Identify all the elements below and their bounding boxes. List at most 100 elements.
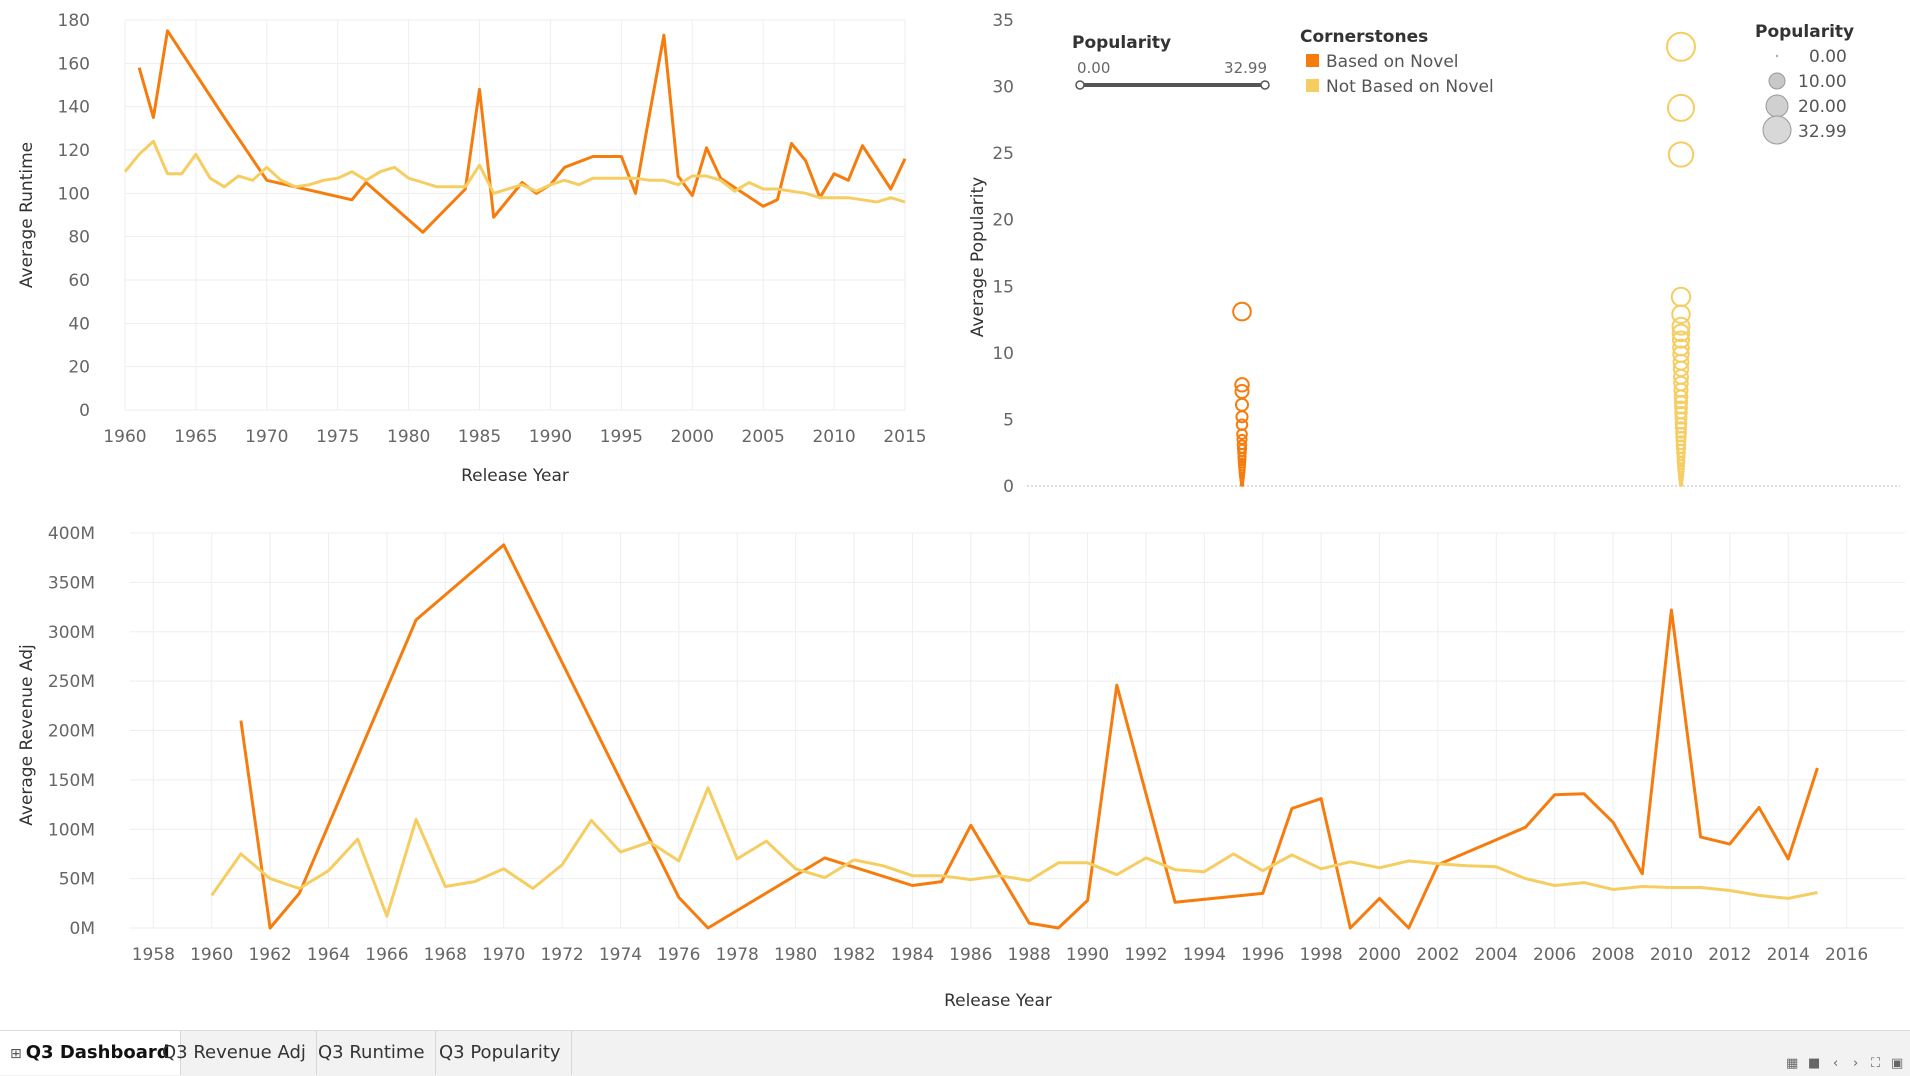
- size-legend-title: Popularity: [1755, 22, 1854, 42]
- popularity-point-novel: [1237, 452, 1247, 462]
- popularity-point-novel: [1232, 301, 1252, 322]
- revenue-x-tick-label: 1974: [599, 945, 642, 965]
- revenue-x-tick-label: 2002: [1416, 945, 1459, 965]
- popularity-point-not-novel: [1677, 473, 1685, 480]
- revenue-y-tick-label: 0M: [70, 919, 95, 939]
- size-legend-mark-2: [1765, 94, 1789, 118]
- popularity-point-not-novel: [1667, 141, 1695, 168]
- popularity-point-not-novel: [1673, 389, 1689, 405]
- size-legend-label-2: 20.00: [1798, 97, 1847, 117]
- grid-view-icon[interactable]: ▦: [1786, 1056, 1799, 1071]
- revenue-y-tick-label: 250M: [48, 672, 95, 692]
- runtime-x-tick-label: 1985: [458, 427, 501, 447]
- revenue-x-tick-label: 1994: [1183, 945, 1226, 965]
- tab-q3-runtime[interactable]: Q3 Runtime: [308, 1031, 436, 1075]
- slider-min-handle[interactable]: [1075, 80, 1085, 90]
- slider-min-label: 0.00: [1077, 59, 1110, 77]
- revenue-x-tick-label: 1986: [949, 945, 992, 965]
- sheet-tab-bar: ⊞ Q3 Dashboard Q3 Revenue Adj Q3 Runtime …: [0, 1030, 1910, 1076]
- popularity-scatter-chart: 0 5 10 15 20 25 30 35 Average Popularity Popula…: [968, 11, 1900, 497]
- runtime-series-line-novel: [137, 29, 907, 234]
- runtime-x-tick-label: 1995: [600, 427, 643, 447]
- revenue-series-line-not-novel: [210, 786, 1818, 918]
- popularity-point-not-novel: [1676, 456, 1686, 466]
- popularity-point-not-novel: [1671, 323, 1691, 343]
- popularity-point-novel: [1236, 428, 1248, 440]
- popularity-point-novel: [1234, 377, 1250, 393]
- runtime-y-tick-label: 20: [68, 358, 90, 378]
- runtime-y-tick-label: 100: [58, 184, 90, 204]
- runtime-y-tick-label: 180: [58, 11, 90, 31]
- popularity-y-tick-label: 20: [992, 211, 1014, 231]
- size-legend-label-1: 10.00: [1798, 72, 1847, 92]
- revenue-y-tick-label: 300M: [48, 623, 95, 643]
- revenue-x-tick-label: 1990: [1066, 945, 1109, 965]
- slider-max-label: 32.99: [1224, 59, 1267, 77]
- runtime-x-tick-label: 2015: [883, 427, 926, 447]
- popularity-point-not-novel: [1674, 411, 1688, 425]
- runtime-y-tick-label: 40: [68, 314, 90, 334]
- popularity-y-tick-label: 30: [992, 78, 1014, 98]
- runtime-x-tick-label: 1975: [316, 427, 359, 447]
- popularity-y-tick-label: 25: [992, 144, 1014, 164]
- popularity-y-tick-label: 0: [1003, 477, 1014, 497]
- legend-item-not-novel[interactable]: Not Based on Novel: [1326, 77, 1494, 97]
- revenue-x-tick-label: 1976: [657, 945, 700, 965]
- size-legend-label-3: 32.99: [1798, 122, 1847, 142]
- revenue-x-tick-label: 2014: [1767, 945, 1810, 965]
- popularity-point-novel: [1237, 454, 1247, 464]
- popularity-y-tick-label: 35: [992, 11, 1014, 31]
- revenue-x-tick-label: 2000: [1358, 945, 1401, 965]
- revenue-y-tick-label: 50M: [59, 870, 95, 890]
- runtime-y-tick-label: 60: [68, 271, 90, 291]
- dashboard-canvas: 1960 1965 1970 1975 1980 1985 1990 1995 2000 2005…: [17, 11, 1905, 1011]
- next-icon[interactable]: ›: [1853, 1056, 1859, 1071]
- runtime-y-tick-label: 80: [68, 228, 90, 248]
- popularity-point-not-novel: [1677, 470, 1685, 478]
- tab-label: Q3 Dashboard: [25, 1042, 170, 1063]
- popularity-y-tick-label: 15: [992, 277, 1014, 297]
- grid-icon: ⊞: [10, 1046, 22, 1062]
- fullscreen-icon[interactable]: ⛶: [1871, 1056, 1881, 1071]
- revenue-x-tick-label: 2004: [1475, 945, 1518, 965]
- revenue-line-chart: 1958 1960 1962 1964 1966 1968 1970 1972 1974 1976…: [17, 524, 1905, 1011]
- prev-icon[interactable]: ‹: [1833, 1056, 1839, 1071]
- runtime-y-tick-label: 140: [58, 98, 90, 118]
- runtime-line-chart: 1960 1965 1970 1975 1980 1985 1990 1995 2000 2005…: [17, 11, 927, 486]
- size-legend-mark-0: [1775, 54, 1779, 58]
- tab-q3-revenue-adj[interactable]: Q3 Revenue Adj: [152, 1031, 317, 1075]
- legend-item-novel[interactable]: Based on Novel: [1326, 52, 1459, 72]
- popularity-point-not-novel: [1673, 395, 1689, 410]
- popularity-point-not-novel: [1666, 31, 1696, 62]
- size-legend-mark-1: [1768, 72, 1786, 90]
- revenue-x-tick-label: 2012: [1708, 945, 1751, 965]
- legend-swatch-novel[interactable]: [1306, 54, 1319, 67]
- revenue-x-tick-label: 1998: [1299, 945, 1342, 965]
- runtime-series-line-not-novel: [123, 139, 906, 204]
- popularity-point-novel: [1235, 410, 1249, 424]
- popularity-range-slider[interactable]: Popularity 0.00 32.99: [1072, 33, 1270, 90]
- slider-title: Popularity: [1072, 33, 1171, 53]
- popularity-point-not-novel: [1667, 93, 1695, 122]
- revenue-x-tick-label: 1992: [1124, 945, 1167, 965]
- revenue-x-tick-label: 1972: [540, 945, 583, 965]
- present-icon[interactable]: ▣: [1891, 1056, 1904, 1071]
- popularity-point-not-novel: [1671, 316, 1691, 336]
- runtime-x-tick-label: 1960: [103, 427, 146, 447]
- tab-q3-dashboard[interactable]: ⊞ Q3 Dashboard: [0, 1031, 181, 1075]
- revenue-y-tick-label: 200M: [48, 722, 95, 742]
- popularity-point-not-novel: [1671, 304, 1691, 324]
- revenue-y-tick-label: 100M: [48, 820, 95, 840]
- slider-max-handle[interactable]: [1260, 80, 1270, 90]
- runtime-y-tick-label: 160: [58, 54, 90, 74]
- tab-q3-popularity[interactable]: Q3 Popularity: [429, 1031, 572, 1075]
- legend-swatch-not-novel[interactable]: [1306, 79, 1319, 92]
- tab-label: Q3 Revenue Adj: [162, 1042, 306, 1063]
- single-view-icon[interactable]: ■: [1808, 1056, 1821, 1071]
- revenue-x-tick-label: 2016: [1825, 945, 1868, 965]
- runtime-x-axis-title: Release Year: [461, 466, 569, 486]
- popularity-y-tick-label: 5: [1003, 410, 1014, 430]
- revenue-x-tick-label: 1996: [1241, 945, 1284, 965]
- runtime-x-tick-label: 2010: [812, 427, 855, 447]
- size-legend: Popularity 0.00 10.00 20.00 32.99: [1755, 22, 1854, 145]
